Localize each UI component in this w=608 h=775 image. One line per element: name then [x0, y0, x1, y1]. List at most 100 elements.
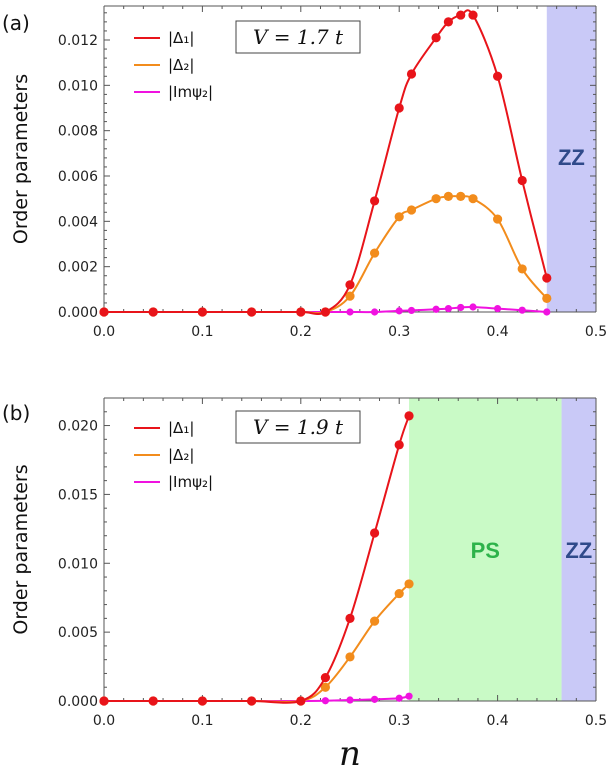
panel-label: (b) — [2, 401, 30, 425]
x-axis-label: n — [339, 734, 361, 774]
data-point-delta1 — [406, 69, 417, 79]
x-tick-label: 0.1 — [191, 713, 213, 729]
data-point-impsi2 — [457, 303, 465, 312]
data-point-impsi2 — [321, 697, 329, 705]
series-line-delta2 — [104, 583, 410, 704]
chart-panel-a: ZZ 0.0 0.1 0.2 0.3 0.4 0.5 0.000 0.002 0.004 0.006… — [2, 5, 607, 340]
data-point-delta2 — [345, 291, 355, 301]
y-tick-label: 0.010 — [58, 556, 98, 572]
data-point-delta1 — [247, 696, 257, 706]
data-point-impsi2 — [518, 306, 526, 314]
data-point-delta1 — [99, 307, 109, 317]
data-point-delta2 — [517, 264, 527, 274]
data-point-delta1 — [345, 280, 355, 290]
data-point-delta2 — [345, 652, 355, 662]
x-tick-label: 0.1 — [191, 324, 213, 340]
data-point-delta1 — [394, 103, 404, 113]
x-tick-label: 0.5 — [585, 324, 607, 340]
panel-label: (a) — [2, 11, 30, 35]
data-point-delta1 — [404, 411, 414, 421]
annotation-text: V = 1.7 t — [253, 25, 344, 49]
y-tick-label: 0.002 — [58, 260, 98, 276]
data-point-delta2 — [394, 212, 404, 222]
data-point-delta1 — [197, 307, 207, 317]
region-zz-band — [546, 6, 596, 312]
data-point-delta1 — [443, 17, 453, 27]
y-axis-label: Order parameters — [10, 464, 32, 634]
data-point-delta1 — [493, 71, 503, 81]
data-point-delta1 — [197, 696, 207, 706]
data-point-delta2 — [406, 205, 417, 215]
y-tick-label: 0.020 — [58, 419, 98, 435]
y-tick-label: 0.005 — [58, 625, 98, 641]
data-point-impsi2 — [407, 306, 416, 315]
data-point-delta1 — [431, 33, 441, 43]
data-point-delta1 — [468, 10, 478, 20]
y-tick-label: 0.006 — [58, 169, 98, 185]
data-point-delta2 — [431, 194, 441, 204]
x-tick-label: 0.2 — [290, 713, 312, 729]
data-point-delta1 — [247, 307, 257, 317]
data-point-delta1 — [296, 696, 306, 706]
data-point-delta2 — [370, 616, 380, 626]
chart-panel-b: PS ZZ 0.0 0.1 0.2 0.3 0.4 0.5 0.000 0.005 0.010 0.0… — [2, 397, 607, 729]
y-tick-label: 0.000 — [58, 305, 98, 321]
data-point-delta1 — [148, 696, 158, 706]
y-tick-label: 0.008 — [58, 124, 98, 140]
data-point-delta2 — [320, 682, 330, 692]
y-tick-label: 0.015 — [58, 487, 98, 503]
data-point-delta1 — [394, 440, 404, 450]
y-tick-label: 0.004 — [58, 214, 98, 230]
legend-entry-delta2: |Δ₂| — [168, 446, 194, 464]
data-point-delta2 — [370, 248, 380, 258]
data-point-delta1 — [148, 307, 158, 317]
y-tick-label: 0.000 — [58, 694, 98, 710]
data-point-impsi2 — [371, 308, 379, 316]
data-point-impsi2 — [395, 307, 403, 315]
data-point-delta1 — [456, 10, 466, 20]
data-point-impsi2 — [444, 305, 452, 313]
data-point-impsi2 — [543, 308, 551, 316]
data-point-delta2 — [468, 194, 478, 204]
data-point-delta1 — [345, 613, 355, 623]
x-tick-label: 0.2 — [290, 324, 312, 340]
y-tick-label: 0.012 — [58, 33, 98, 49]
legend-entry-delta2: |Δ₂| — [168, 56, 194, 74]
x-tick-label: 0.3 — [388, 713, 410, 729]
data-point-impsi2 — [469, 303, 477, 311]
data-point-delta1 — [370, 528, 380, 538]
data-point-impsi2 — [371, 695, 379, 703]
x-tick-label: 0.4 — [486, 713, 508, 729]
data-point-impsi2 — [395, 694, 403, 702]
data-point-impsi2 — [405, 692, 413, 700]
data-point-impsi2 — [346, 696, 354, 704]
data-point-impsi2 — [432, 305, 440, 313]
data-point-delta1 — [320, 307, 330, 317]
x-tick-label: 0.4 — [486, 324, 508, 340]
region-zz-band — [561, 398, 596, 701]
region-zz-label: ZZ — [565, 538, 592, 563]
data-point-delta2 — [394, 588, 404, 599]
data-point-impsi2 — [494, 305, 502, 313]
data-point-delta2 — [493, 214, 503, 224]
region-ps-band — [409, 398, 562, 701]
data-point-delta1 — [542, 273, 552, 283]
data-point-delta1 — [517, 175, 527, 186]
x-tick-label: 0.0 — [93, 324, 115, 340]
legend-entry-impsi2: |Imψ₂| — [168, 83, 213, 101]
data-point-delta1 — [320, 672, 330, 683]
data-point-impsi2 — [346, 308, 354, 316]
data-point-delta2 — [542, 293, 552, 303]
annotation-text: V = 1.9 t — [253, 415, 344, 439]
legend-entry-impsi2: |Imψ₂| — [168, 473, 213, 491]
series-line-delta2 — [103, 195, 548, 315]
annotation-box — [235, 20, 361, 54]
data-point-delta1 — [296, 307, 306, 317]
series-line-delta1 — [104, 415, 410, 704]
annotation-box — [235, 410, 361, 444]
data-point-delta1 — [99, 696, 109, 706]
legend-entry-delta1: |Δ₁| — [168, 419, 194, 437]
y-axis-label: Order parameters — [10, 74, 32, 244]
region-ps-label: PS — [471, 538, 500, 563]
